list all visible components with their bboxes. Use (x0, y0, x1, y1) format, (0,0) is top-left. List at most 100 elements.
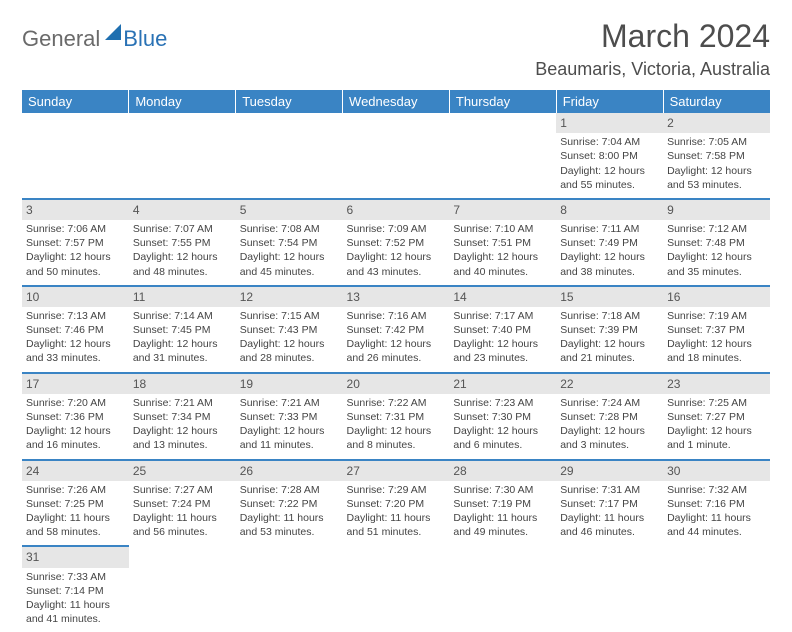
calendar-day-cell: 25Sunrise: 7:27 AMSunset: 7:24 PMDayligh… (129, 460, 236, 547)
location-text: Beaumaris, Victoria, Australia (535, 59, 770, 80)
sunrise-line: Sunrise: 7:04 AM (560, 135, 659, 149)
calendar-day-cell (449, 546, 556, 632)
day-number: 25 (129, 461, 236, 481)
daylight-line: Daylight: 12 hours and 16 minutes. (26, 424, 125, 452)
header: GeneralBlue March 2024 Beaumaris, Victor… (22, 18, 770, 80)
calendar-day-cell: 31Sunrise: 7:33 AMSunset: 7:14 PMDayligh… (22, 546, 129, 632)
calendar-day-cell (663, 546, 770, 632)
sunrise-line: Sunrise: 7:05 AM (667, 135, 766, 149)
calendar-day-cell: 1Sunrise: 7:04 AMSunset: 8:00 PMDaylight… (556, 113, 663, 199)
day-number: 30 (663, 461, 770, 481)
title-block: March 2024 Beaumaris, Victoria, Australi… (535, 18, 770, 80)
sunset-line: Sunset: 7:22 PM (240, 497, 339, 511)
sunset-line: Sunset: 7:31 PM (347, 410, 446, 424)
sunset-line: Sunset: 7:49 PM (560, 236, 659, 250)
sunrise-line: Sunrise: 7:13 AM (26, 309, 125, 323)
daylight-line: Daylight: 12 hours and 35 minutes. (667, 250, 766, 278)
day-number: 1 (556, 113, 663, 133)
sunrise-line: Sunrise: 7:30 AM (453, 483, 552, 497)
daylight-line: Daylight: 12 hours and 33 minutes. (26, 337, 125, 365)
daylight-line: Daylight: 12 hours and 18 minutes. (667, 337, 766, 365)
sunrise-line: Sunrise: 7:28 AM (240, 483, 339, 497)
calendar-day-cell: 6Sunrise: 7:09 AMSunset: 7:52 PMDaylight… (343, 199, 450, 286)
day-number: 21 (449, 374, 556, 394)
day-number: 14 (449, 287, 556, 307)
calendar-day-cell: 24Sunrise: 7:26 AMSunset: 7:25 PMDayligh… (22, 460, 129, 547)
sunset-line: Sunset: 7:43 PM (240, 323, 339, 337)
daylight-line: Daylight: 12 hours and 1 minute. (667, 424, 766, 452)
sunset-line: Sunset: 7:55 PM (133, 236, 232, 250)
daylight-line: Daylight: 12 hours and 11 minutes. (240, 424, 339, 452)
day-number: 19 (236, 374, 343, 394)
sunset-line: Sunset: 7:45 PM (133, 323, 232, 337)
daylight-line: Daylight: 12 hours and 38 minutes. (560, 250, 659, 278)
calendar-day-cell: 27Sunrise: 7:29 AMSunset: 7:20 PMDayligh… (343, 460, 450, 547)
calendar-day-cell: 30Sunrise: 7:32 AMSunset: 7:16 PMDayligh… (663, 460, 770, 547)
daylight-line: Daylight: 12 hours and 28 minutes. (240, 337, 339, 365)
sunrise-line: Sunrise: 7:21 AM (133, 396, 232, 410)
sunset-line: Sunset: 7:25 PM (26, 497, 125, 511)
day-number: 11 (129, 287, 236, 307)
day-number: 5 (236, 200, 343, 220)
sunset-line: Sunset: 7:17 PM (560, 497, 659, 511)
day-number: 20 (343, 374, 450, 394)
sunrise-line: Sunrise: 7:20 AM (26, 396, 125, 410)
sunset-line: Sunset: 7:14 PM (26, 584, 125, 598)
sunrise-line: Sunrise: 7:09 AM (347, 222, 446, 236)
day-number: 2 (663, 113, 770, 133)
day-number: 13 (343, 287, 450, 307)
day-number: 9 (663, 200, 770, 220)
daylight-line: Daylight: 12 hours and 13 minutes. (133, 424, 232, 452)
sunrise-line: Sunrise: 7:06 AM (26, 222, 125, 236)
day-number: 16 (663, 287, 770, 307)
calendar-day-cell: 3Sunrise: 7:06 AMSunset: 7:57 PMDaylight… (22, 199, 129, 286)
daylight-line: Daylight: 12 hours and 53 minutes. (667, 164, 766, 192)
daylight-line: Daylight: 11 hours and 49 minutes. (453, 511, 552, 539)
daylight-line: Daylight: 11 hours and 58 minutes. (26, 511, 125, 539)
day-number: 17 (22, 374, 129, 394)
sunset-line: Sunset: 7:19 PM (453, 497, 552, 511)
day-number: 7 (449, 200, 556, 220)
sunrise-line: Sunrise: 7:11 AM (560, 222, 659, 236)
calendar-week-row: 3Sunrise: 7:06 AMSunset: 7:57 PMDaylight… (22, 199, 770, 286)
calendar-day-cell (343, 546, 450, 632)
daylight-line: Daylight: 12 hours and 48 minutes. (133, 250, 232, 278)
sunrise-line: Sunrise: 7:08 AM (240, 222, 339, 236)
day-number: 6 (343, 200, 450, 220)
calendar-header-row: SundayMondayTuesdayWednesdayThursdayFrid… (22, 90, 770, 113)
sunset-line: Sunset: 7:24 PM (133, 497, 232, 511)
daylight-line: Daylight: 11 hours and 51 minutes. (347, 511, 446, 539)
day-number: 3 (22, 200, 129, 220)
daylight-line: Daylight: 11 hours and 44 minutes. (667, 511, 766, 539)
daylight-line: Daylight: 12 hours and 6 minutes. (453, 424, 552, 452)
calendar-day-cell: 18Sunrise: 7:21 AMSunset: 7:34 PMDayligh… (129, 373, 236, 460)
calendar-day-cell: 2 Sunrise: 7:05 AMSunset: 7:58 PMDaylight… (663, 113, 770, 199)
calendar-day-cell: 28Sunrise: 7:30 AMSunset: 7:19 PMDayligh… (449, 460, 556, 547)
day-number: 31 (22, 547, 129, 567)
sunrise-line: Sunrise: 7:18 AM (560, 309, 659, 323)
calendar-week-row: 17Sunrise: 7:20 AMSunset: 7:36 PMDayligh… (22, 373, 770, 460)
sunrise-line: Sunrise: 7:33 AM (26, 570, 125, 584)
sunset-line: Sunset: 7:36 PM (26, 410, 125, 424)
sunset-line: Sunset: 7:58 PM (667, 149, 766, 163)
day-number: 23 (663, 374, 770, 394)
daylight-line: Daylight: 12 hours and 31 minutes. (133, 337, 232, 365)
calendar-day-cell: 11 Sunrise: 7:14 AMSunset: 7:45 PMDayligh… (129, 286, 236, 373)
sunset-line: Sunset: 7:46 PM (26, 323, 125, 337)
calendar-day-cell: 21Sunrise: 7:23 AMSunset: 7:30 PMDayligh… (449, 373, 556, 460)
sunset-line: Sunset: 7:42 PM (347, 323, 446, 337)
calendar-day-cell (129, 546, 236, 632)
weekday-header: Monday (129, 90, 236, 113)
calendar-day-cell (236, 546, 343, 632)
sunrise-line: Sunrise: 7:19 AM (667, 309, 766, 323)
calendar-day-cell: 5Sunrise: 7:08 AMSunset: 7:54 PMDaylight… (236, 199, 343, 286)
calendar-week-row: 1 Sunrise: 7:04 AMSunset: 8:00 PM Daylight… (22, 113, 770, 199)
weekday-header: Thursday (449, 90, 556, 113)
calendar-day-cell: 23Sunrise: 7:25 AMSunset: 7:27 PMDayligh… (663, 373, 770, 460)
calendar-day-cell: 19Sunrise: 7:21 AMSunset: 7:33 PMDayligh… (236, 373, 343, 460)
sunrise-line: Sunrise: 7:26 AM (26, 483, 125, 497)
sunrise-line: Sunrise: 7:14 AM (133, 309, 232, 323)
calendar-day-cell (236, 113, 343, 199)
sunset-line: Sunset: 7:37 PM (667, 323, 766, 337)
sunset-line: Sunset: 8:00 PM (560, 149, 659, 163)
